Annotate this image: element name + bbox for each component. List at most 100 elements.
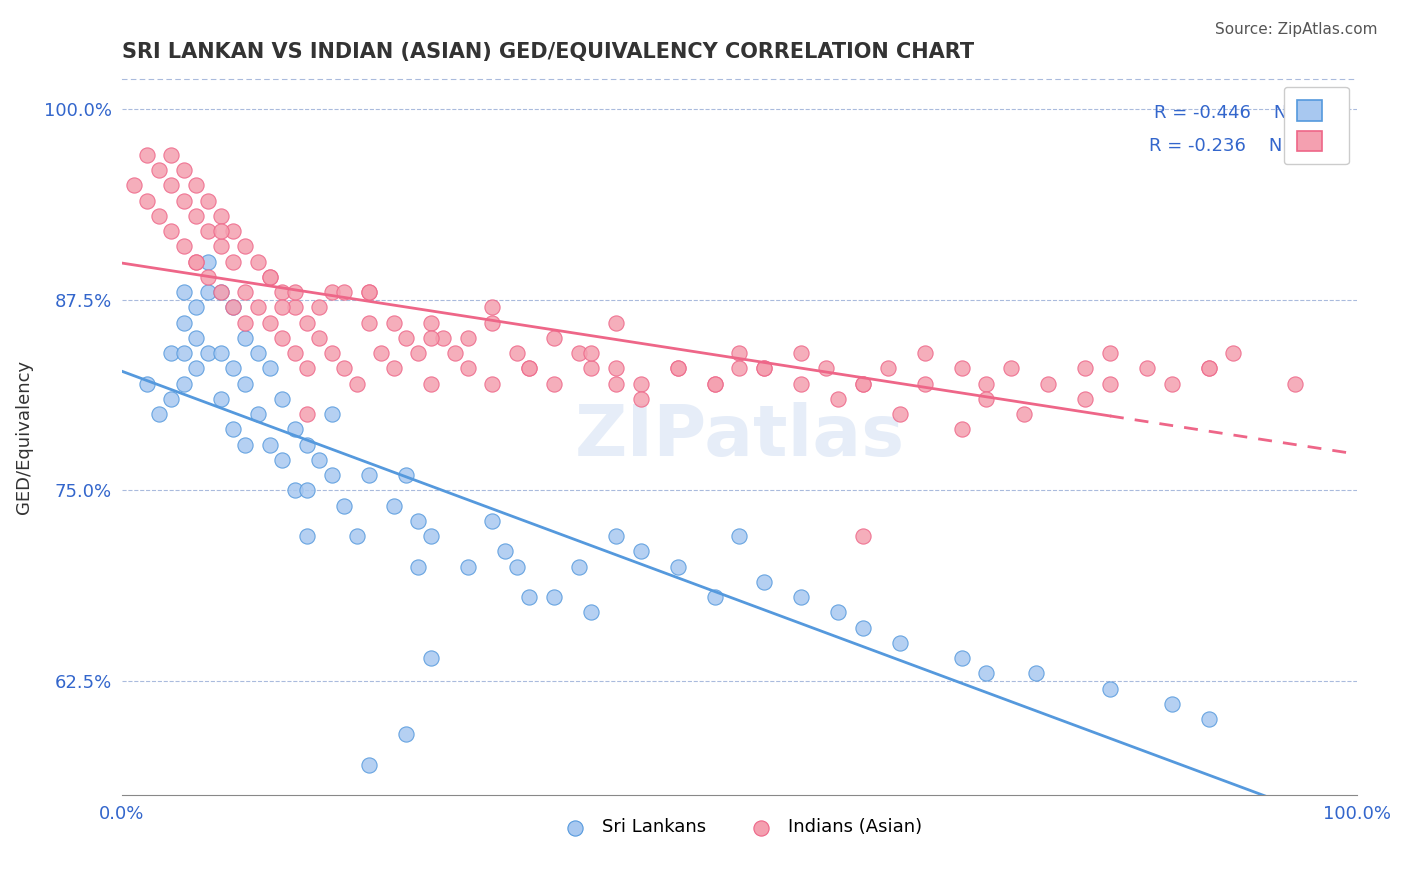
Point: [222, 301, 245, 315]
Point: [1284, 376, 1306, 391]
Point: [235, 285, 257, 299]
Point: [271, 392, 294, 406]
Point: [197, 224, 219, 238]
Point: [235, 316, 257, 330]
Point: [1136, 361, 1159, 376]
Point: [543, 331, 565, 345]
Point: [173, 376, 195, 391]
Point: [790, 590, 813, 604]
Point: [209, 239, 232, 253]
Point: [333, 285, 356, 299]
Point: [419, 316, 441, 330]
Point: [357, 285, 380, 299]
Point: [666, 361, 689, 376]
Point: [235, 376, 257, 391]
Point: [184, 178, 207, 193]
Point: [184, 254, 207, 268]
Point: [246, 407, 269, 421]
Point: [284, 285, 307, 299]
Point: [914, 376, 936, 391]
Point: [914, 346, 936, 360]
Point: [295, 437, 318, 451]
Point: [222, 224, 245, 238]
Point: [295, 361, 318, 376]
Text: Source: ZipAtlas.com: Source: ZipAtlas.com: [1215, 22, 1378, 37]
Point: [852, 376, 875, 391]
Point: [160, 178, 183, 193]
Point: [1198, 361, 1220, 376]
Point: [284, 483, 307, 498]
Point: [728, 361, 751, 376]
Point: [284, 346, 307, 360]
Point: [235, 437, 257, 451]
Point: [160, 148, 183, 162]
Point: [543, 590, 565, 604]
Point: [173, 316, 195, 330]
Point: [160, 392, 183, 406]
Point: [271, 285, 294, 299]
Point: [295, 529, 318, 543]
Point: [259, 437, 281, 451]
Point: [173, 239, 195, 253]
Point: [457, 559, 479, 574]
Point: [703, 376, 725, 391]
Point: [630, 544, 652, 558]
Point: [419, 529, 441, 543]
Point: [889, 636, 911, 650]
Point: [148, 407, 170, 421]
Point: [976, 392, 998, 406]
Point: [1025, 666, 1047, 681]
Text: R = -0.236    N = 116: R = -0.236 N = 116: [1149, 137, 1343, 155]
Point: [579, 346, 602, 360]
Point: [135, 376, 157, 391]
Point: [122, 178, 145, 193]
Point: [1074, 361, 1097, 376]
Point: [173, 346, 195, 360]
Point: [197, 254, 219, 268]
Point: [197, 269, 219, 284]
Point: [346, 529, 368, 543]
Point: [173, 285, 195, 299]
Point: [703, 376, 725, 391]
Point: [209, 224, 232, 238]
Point: [173, 163, 195, 178]
Point: [184, 254, 207, 268]
Point: [481, 301, 503, 315]
Point: [950, 651, 973, 665]
Point: [209, 209, 232, 223]
Point: [197, 285, 219, 299]
Point: [1012, 407, 1035, 421]
Point: [333, 361, 356, 376]
Point: [605, 361, 627, 376]
Point: [630, 392, 652, 406]
Point: [1038, 376, 1060, 391]
Point: [246, 346, 269, 360]
Point: [605, 376, 627, 391]
Point: [148, 163, 170, 178]
Point: [950, 361, 973, 376]
Point: [382, 499, 405, 513]
Point: [728, 346, 751, 360]
Point: [406, 514, 429, 528]
Point: [357, 758, 380, 772]
Point: [209, 285, 232, 299]
Point: [160, 346, 183, 360]
Point: [271, 331, 294, 345]
Point: [295, 316, 318, 330]
Point: [519, 590, 541, 604]
Point: [357, 316, 380, 330]
Point: [494, 544, 516, 558]
Point: [1160, 376, 1182, 391]
Text: SRI LANKAN VS INDIAN (ASIAN) GED/EQUIVALENCY CORRELATION CHART: SRI LANKAN VS INDIAN (ASIAN) GED/EQUIVAL…: [122, 42, 974, 62]
Point: [432, 331, 454, 345]
Point: [752, 361, 775, 376]
Point: [308, 301, 330, 315]
Point: [259, 269, 281, 284]
Point: [852, 376, 875, 391]
Point: [235, 331, 257, 345]
Point: [605, 316, 627, 330]
Point: [321, 407, 343, 421]
Point: [790, 376, 813, 391]
Point: [271, 453, 294, 467]
Point: [976, 376, 998, 391]
